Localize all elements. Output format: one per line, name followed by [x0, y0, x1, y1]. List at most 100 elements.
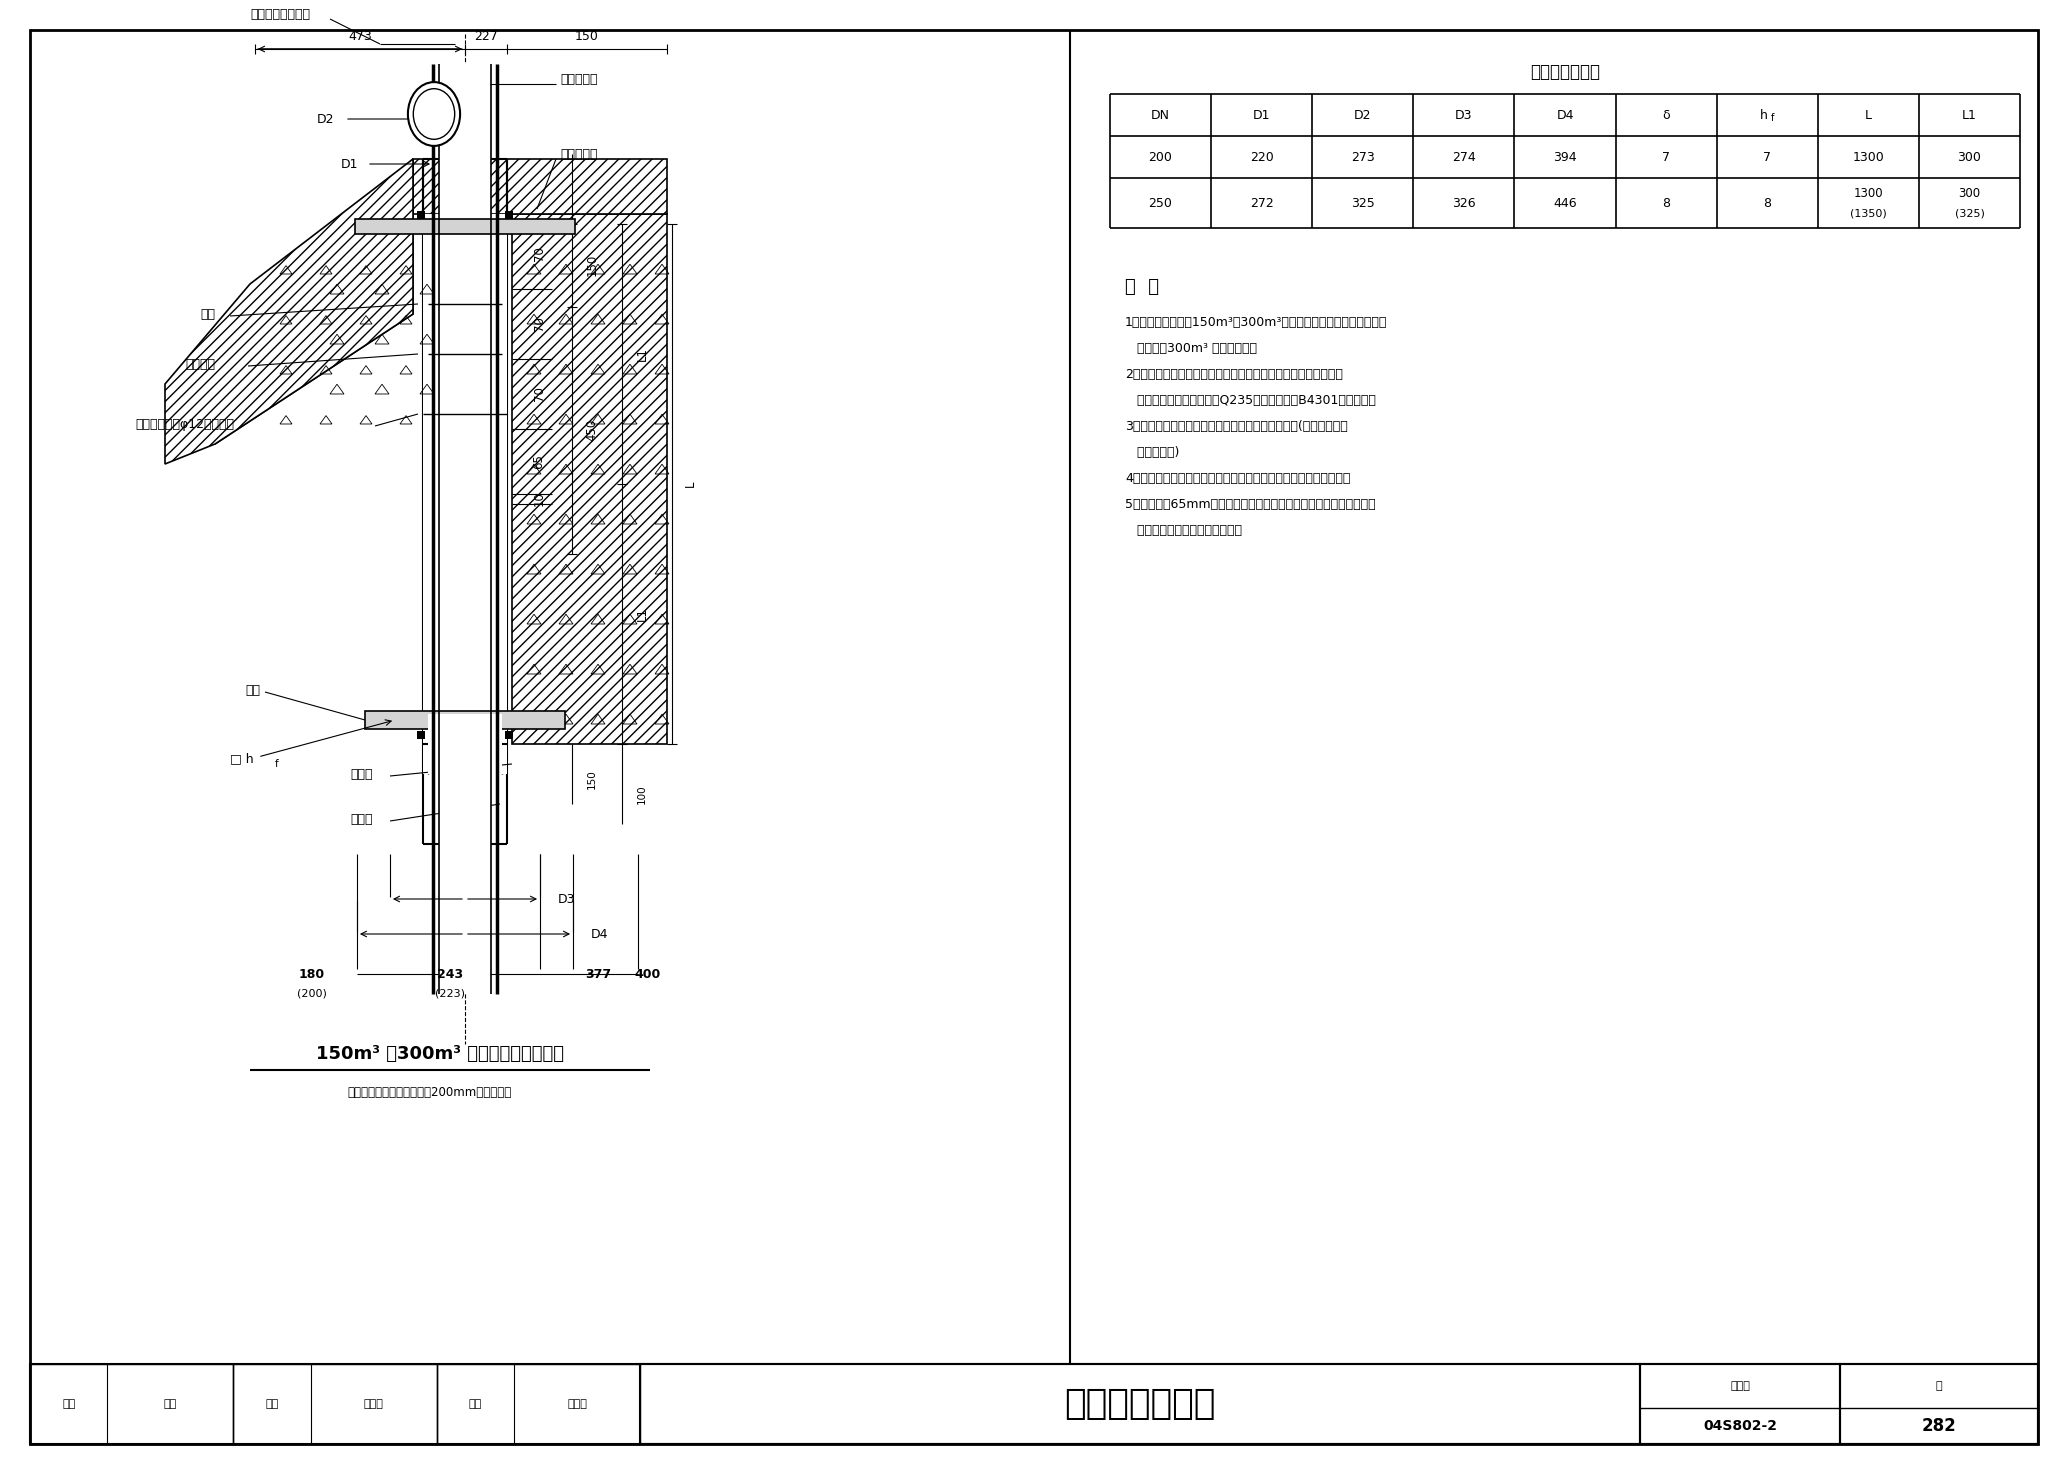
- Text: f: f: [274, 759, 279, 769]
- Polygon shape: [659, 220, 666, 598]
- Text: D3: D3: [1456, 109, 1473, 121]
- Text: 272: 272: [1249, 196, 1274, 209]
- Bar: [506, 211, 512, 220]
- Text: □ h: □ h: [229, 753, 254, 765]
- Text: 150: 150: [588, 769, 598, 789]
- Text: 套管内壁点焊φ12钢筋挡圈: 套管内壁点焊φ12钢筋挡圈: [135, 417, 233, 430]
- Text: D3: D3: [557, 892, 575, 905]
- Text: 227: 227: [475, 29, 498, 43]
- Bar: [418, 731, 426, 738]
- Text: f: f: [1772, 113, 1774, 122]
- Text: 243: 243: [436, 967, 463, 980]
- Text: 150: 150: [575, 29, 598, 43]
- Text: 3、钢套管及翼环加工完毕后，在其外壁刷底漆两遍(底漆可为樟丹: 3、钢套管及翼环加工完毕后，在其外壁刷底漆两遍(底漆可为樟丹: [1124, 420, 1348, 433]
- Polygon shape: [166, 159, 414, 464]
- Text: 校对: 校对: [266, 1399, 279, 1409]
- Text: 翼环: 翼环: [246, 684, 260, 697]
- Text: 446: 446: [1552, 196, 1577, 209]
- Text: D2: D2: [315, 112, 334, 125]
- Text: L1: L1: [635, 346, 649, 361]
- Bar: [418, 211, 426, 220]
- Text: 铸铁管: 铸铁管: [350, 812, 373, 825]
- Text: 326: 326: [1452, 196, 1477, 209]
- Bar: [233, 1363, 436, 1445]
- Text: 密捣实。钢套管及翼环用Q235材料制作，用B4301焊条焊接。: 密捣实。钢套管及翼环用Q235材料制作，用B4301焊条焊接。: [1124, 394, 1376, 407]
- Bar: [512, 214, 668, 744]
- Text: 325: 325: [1352, 196, 1374, 209]
- Text: 石棉水泥: 石棉水泥: [184, 358, 215, 370]
- Text: （括号内数据属于支撑壁为200mm厚的水塔）: （括号内数据属于支撑壁为200mm厚的水塔）: [348, 1085, 512, 1098]
- Ellipse shape: [408, 83, 461, 146]
- Text: 4、穿过钢套管的管道采用承插铸铁管，其长度根据设计要求截取。: 4、穿过钢套管的管道采用承插铸铁管，其长度根据设计要求截取。: [1124, 472, 1350, 485]
- Text: 尺寸仅为300m³ 水塔的尺寸。: 尺寸仅为300m³ 水塔的尺寸。: [1124, 342, 1257, 355]
- Bar: [506, 731, 512, 738]
- Text: 180: 180: [299, 967, 326, 980]
- Bar: [31, 1363, 233, 1445]
- Bar: [639, 1363, 1640, 1445]
- Text: L1: L1: [635, 607, 649, 621]
- Text: 8: 8: [1763, 196, 1772, 209]
- Text: 7: 7: [1663, 150, 1669, 164]
- Text: δ: δ: [1663, 109, 1669, 121]
- Bar: [31, 1363, 2038, 1445]
- Text: 设计: 设计: [469, 1399, 481, 1409]
- Text: (223): (223): [434, 989, 465, 999]
- Text: 300: 300: [1958, 150, 1980, 164]
- Text: 100: 100: [637, 784, 647, 803]
- Text: 150m³ ～300m³ 水箱防水套管安装图: 150m³ ～300m³ 水箱防水套管安装图: [315, 1045, 563, 1063]
- Text: 473: 473: [348, 29, 373, 43]
- Text: D4: D4: [592, 927, 608, 940]
- Bar: [438, 63, 492, 993]
- Text: 1、图中尺寸适用于150m³～300m³水塔防水套管的安装，括号内的: 1、图中尺寸适用于150m³～300m³水塔防水套管的安装，括号内的: [1124, 315, 1386, 329]
- Text: 钢套管: 钢套管: [350, 768, 373, 781]
- Text: 进水、溢水管管口: 进水、溢水管管口: [250, 7, 309, 21]
- Text: 接连件，以保证环筋受力连续。: 接连件，以保证环筋受力连续。: [1124, 523, 1241, 537]
- Bar: [436, 1363, 639, 1445]
- Text: (325): (325): [1954, 208, 1985, 218]
- Text: D1: D1: [342, 158, 358, 171]
- Text: D1: D1: [1253, 109, 1270, 121]
- Text: 油麻: 油麻: [201, 308, 215, 320]
- Bar: [1839, 1363, 2038, 1445]
- Text: 220: 220: [1249, 150, 1274, 164]
- Text: 页: 页: [1935, 1381, 1942, 1391]
- Text: 2、防水套管安装应与土建施工密切配合。防水套管内的填料应紧: 2、防水套管安装应与土建施工密切配合。防水套管内的填料应紧: [1124, 368, 1343, 380]
- Text: (1350): (1350): [1849, 208, 1886, 218]
- Bar: [428, 713, 502, 774]
- Text: 04S802-2: 04S802-2: [1704, 1419, 1778, 1433]
- Polygon shape: [512, 214, 668, 744]
- Text: D4: D4: [1556, 109, 1573, 121]
- Text: 8: 8: [1663, 196, 1669, 209]
- Text: 1300: 1300: [1853, 150, 1884, 164]
- Text: 审核: 审核: [61, 1399, 76, 1409]
- Text: 70: 70: [532, 386, 545, 401]
- Text: 或冷底子油): 或冷底子油): [1124, 447, 1180, 458]
- Text: (200): (200): [297, 989, 328, 999]
- Text: 水塔中心线: 水塔中心线: [559, 72, 598, 85]
- Text: 苏晓林: 苏晓林: [567, 1399, 588, 1409]
- Text: 李良: 李良: [164, 1399, 176, 1409]
- Bar: [365, 710, 565, 730]
- Bar: [354, 220, 575, 234]
- Ellipse shape: [414, 88, 455, 140]
- Text: 5、环板面下65mm处设一道翼环，用做环向钢筋防水套管切断后的焊: 5、环板面下65mm处设一道翼环，用做环向钢筋防水套管切断后的焊: [1124, 498, 1376, 511]
- Text: 7: 7: [1763, 150, 1772, 164]
- Polygon shape: [414, 159, 668, 214]
- Bar: [1640, 1363, 1839, 1445]
- Text: 防水套管尺寸表: 防水套管尺寸表: [1530, 63, 1599, 81]
- Text: 防水套管安装图: 防水套管安装图: [1065, 1387, 1217, 1421]
- Text: 出水管管口: 出水管管口: [559, 147, 598, 161]
- Text: L1: L1: [1962, 109, 1976, 121]
- Text: 图集号: 图集号: [1731, 1381, 1749, 1391]
- Text: 150: 150: [586, 254, 598, 277]
- Text: 70: 70: [532, 246, 545, 261]
- Text: 65: 65: [532, 454, 545, 469]
- Text: 273: 273: [1352, 150, 1374, 164]
- Text: 394: 394: [1552, 150, 1577, 164]
- Text: 274: 274: [1452, 150, 1477, 164]
- Text: 250: 250: [1149, 196, 1174, 209]
- Text: 200: 200: [1149, 150, 1174, 164]
- Text: 说  明: 说 明: [1124, 279, 1159, 296]
- Text: 10: 10: [532, 491, 545, 507]
- Text: 300: 300: [1958, 187, 1980, 199]
